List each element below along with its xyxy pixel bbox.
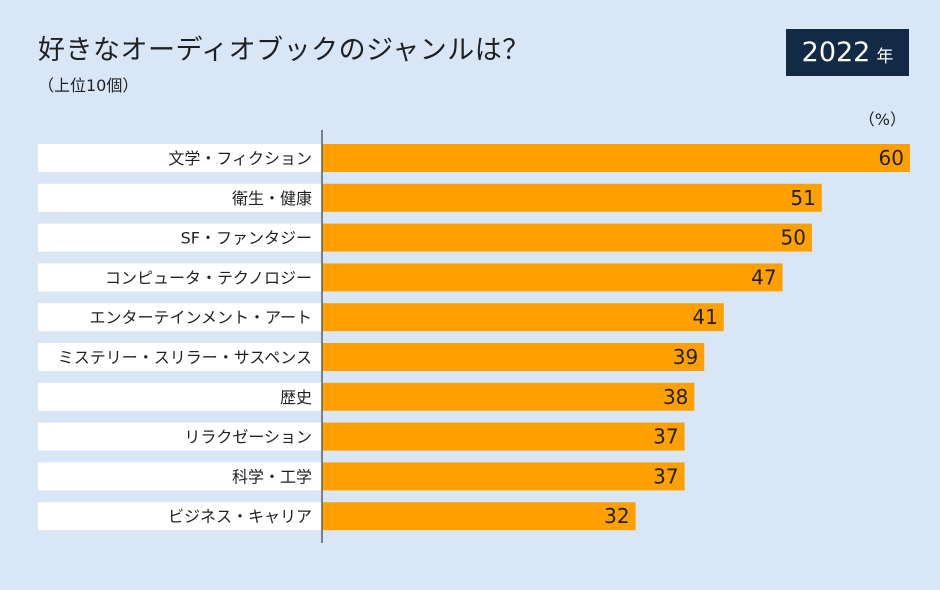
- bar-value-label: 50: [781, 226, 806, 250]
- year-unit: 年: [876, 47, 894, 67]
- bar: [322, 303, 724, 332]
- category-label: ミステリー・スリラー・サスペンス: [58, 348, 312, 367]
- category-label-box: [38, 502, 322, 531]
- bar: [322, 462, 685, 491]
- category-label-box: [38, 422, 322, 451]
- bar: [322, 343, 705, 371]
- bar-value-label: 60: [879, 146, 904, 170]
- category-label-box: [38, 343, 322, 371]
- bar-value-label: 41: [692, 305, 717, 329]
- year-value: 2022: [801, 37, 871, 68]
- bar-value-label: 39: [673, 345, 698, 369]
- bar: [322, 223, 812, 252]
- bar-value-label: 32: [604, 504, 629, 528]
- bar: [322, 144, 910, 172]
- bar-value-label: 38: [663, 385, 688, 409]
- bar: [322, 422, 685, 451]
- bar: [322, 183, 822, 212]
- category-label: エンターテインメント・アート: [89, 308, 312, 327]
- category-label: 文学・フィクション: [168, 149, 312, 168]
- bar: [322, 263, 783, 292]
- category-label: 科学・工学: [232, 467, 312, 486]
- category-label: 衛生・健康: [232, 189, 312, 208]
- category-label: SF・ファンタジー: [181, 229, 312, 248]
- category-label-box: [38, 303, 322, 332]
- bar-value-label: 37: [653, 425, 678, 449]
- unit-label: （%）: [858, 110, 906, 129]
- bar-value-label: 37: [653, 464, 678, 488]
- bar-value-label: 47: [751, 265, 776, 289]
- category-label: 歴史: [280, 388, 312, 407]
- category-label-box: [38, 263, 322, 292]
- chart-title: 好きなオーディオブックのジャンルは？: [38, 35, 530, 66]
- category-label-box: [38, 183, 322, 212]
- category-label: コンピュータ・テクノロジー: [105, 268, 312, 287]
- bar-value-label: 51: [790, 186, 815, 210]
- year-badge: 2022 年: [786, 29, 909, 76]
- bar: [322, 502, 636, 531]
- category-label-box: [38, 382, 322, 411]
- chart-subtitle: （上位10個）: [38, 76, 139, 95]
- category-label-box: [38, 144, 322, 172]
- category-label: リラクゼーション: [184, 428, 312, 447]
- bar: [322, 382, 695, 411]
- category-label-box: [38, 223, 322, 252]
- category-label: ビジネス・キャリア: [168, 507, 312, 526]
- category-label-box: [38, 462, 322, 491]
